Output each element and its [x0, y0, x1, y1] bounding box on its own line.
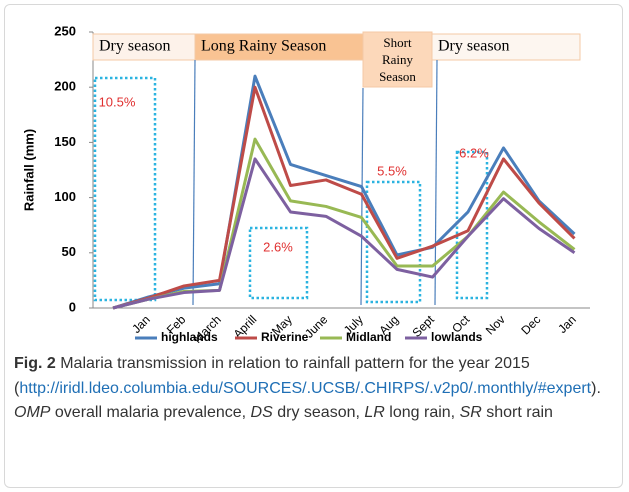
caption-text: long rain,: [384, 404, 460, 421]
legend-label: Midland: [346, 330, 391, 344]
season-box: [194, 33, 364, 61]
chart: Rainfall (mm) 0 50 100 150 200 250 Dry season L…: [21, 23, 590, 346]
series-line: [112, 74, 576, 310]
caption-term: DS: [250, 404, 273, 421]
annotation-box: [365, 180, 422, 304]
x-tick-label: Jan: [555, 312, 579, 336]
y-axis-label: Rainfall (mm): [21, 129, 36, 211]
annotation-box: [248, 226, 309, 300]
caption-text: overall malaria prevalence,: [50, 404, 251, 421]
annotation-label: 5.5%: [377, 163, 407, 178]
caption-term: OMP: [14, 404, 51, 421]
caption-label: Fig. 2: [14, 355, 56, 372]
season-label: Dry season: [99, 38, 171, 55]
caption-text: dry season,: [272, 404, 365, 421]
season-boundary: [434, 59, 438, 306]
caption-term: SR: [459, 404, 482, 421]
legend-label: lowlands: [431, 330, 483, 344]
caption-link[interactable]: http://iridl.ldeo.columbia.edu/SOURCES/.…: [19, 379, 592, 397]
y-tick-label: 0: [69, 299, 76, 314]
annotation-box: [93, 76, 157, 302]
x-tick-label: Nov: [483, 312, 508, 337]
y-tick-label: 200: [54, 79, 76, 94]
caption: Fig. 2 Malaria transmission in relation …: [14, 352, 614, 426]
season-boundary: [192, 59, 196, 306]
annotation-box: [455, 150, 489, 300]
annotation-label: 10.5%: [99, 94, 136, 109]
season-label: Dry season: [438, 38, 510, 55]
y-tick-label: 100: [54, 189, 76, 204]
figure-frame: [4, 4, 623, 488]
y-tick-label: 50: [62, 244, 76, 259]
x-tick-label: Dec: [518, 312, 543, 337]
series-line: [112, 157, 576, 310]
legend-label: highlands: [161, 330, 218, 344]
y-tick-label: 250: [54, 23, 76, 38]
caption-text: short rain: [481, 404, 553, 421]
season-label: Long Rainy Season: [201, 38, 326, 55]
annotation-label: 6.2%: [459, 145, 489, 160]
caption-text: ).: [591, 379, 601, 397]
y-tick-label: 150: [54, 134, 76, 149]
season-box: [362, 31, 433, 88]
season-box: [431, 33, 581, 61]
x-tick-label: Jan: [129, 312, 153, 336]
legend-label: Riverine: [261, 330, 309, 344]
season-label: Short Rainy Season: [379, 35, 416, 84]
caption-text: Malaria transmission in relation to rain…: [14, 355, 530, 397]
caption-term: LR: [364, 404, 385, 421]
series-line: [112, 137, 576, 310]
annotation-label: 2.6%: [263, 239, 293, 254]
series-line: [112, 85, 576, 310]
season-box: [92, 33, 196, 61]
